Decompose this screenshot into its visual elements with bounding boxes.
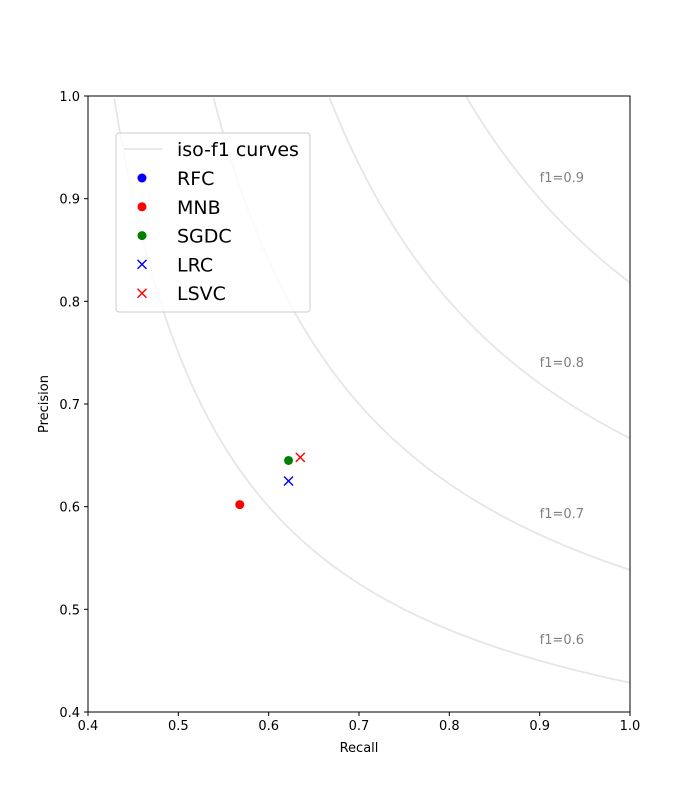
legend-box: [115, 132, 311, 313]
legend-label-iso-f1: iso-f1 curves: [177, 139, 299, 161]
y-tick-label: 0.7: [59, 398, 80, 413]
iso-f1-label: f1=0.9: [540, 171, 584, 186]
iso-f1-curve: [328, 96, 630, 440]
legend-label-lsvc: LSVC: [177, 283, 226, 305]
marker-stroke: [137, 259, 147, 270]
y-tick-label: 0.4: [59, 706, 80, 721]
legend-label-mnb: MNB: [177, 197, 221, 219]
legend-marker-mnb: [137, 202, 147, 212]
x-tick-label: 0.7: [349, 719, 370, 734]
legend-marker-lrc: [137, 259, 147, 270]
x-axis-label: Recall: [340, 741, 379, 756]
legend-label-sgdc: SGDC: [177, 226, 232, 248]
data-points: [235, 452, 306, 510]
marker-stroke: [295, 452, 306, 463]
x-tick-label: 1.0: [620, 719, 641, 734]
x-tick-label: 0.9: [529, 719, 550, 734]
legend: iso-f1 curves RFC MNB SGDC LRC LSVC: [115, 132, 311, 313]
point-lrc: [283, 476, 294, 486]
iso-f1-labels: f1=0.6 f1=0.7 f1=0.8 f1=0.9: [540, 171, 584, 648]
y-tick-label: 0.5: [59, 603, 80, 618]
y-tick-label: 0.6: [59, 501, 80, 516]
legend-marker-lsvc: [137, 288, 147, 299]
point-lsvc: [295, 452, 306, 463]
point-sgdc: [284, 455, 294, 465]
legend-marker-sgdc: [137, 231, 147, 241]
y-tick-label: 0.9: [59, 193, 80, 208]
legend-label-lrc: LRC: [177, 254, 213, 276]
y-tick-label: 1.0: [59, 90, 80, 105]
iso-f1-label: f1=0.8: [540, 356, 584, 371]
legend-label-rfc: RFC: [177, 168, 214, 190]
iso-f1-label: f1=0.7: [540, 507, 584, 522]
point-mnb: [235, 500, 245, 510]
marker-stroke: [283, 476, 294, 486]
y-axis: 0.4 0.5 0.6 0.7 0.8 0.9 1.0: [59, 90, 88, 721]
marker-stroke: [137, 288, 147, 299]
y-axis-label: Precision: [37, 375, 52, 433]
y-tick-label: 0.8: [59, 295, 80, 310]
iso-f1-curve: [113, 98, 630, 684]
iso-f1-label: f1=0.6: [540, 633, 584, 648]
x-tick-label: 0.8: [439, 719, 460, 734]
x-axis: 0.4 0.5 0.6 0.7 0.8 0.9 1.0: [78, 712, 641, 734]
x-tick-label: 0.6: [258, 719, 279, 734]
x-tick-label: 0.4: [78, 719, 99, 734]
iso-f1-curve: [465, 96, 630, 284]
x-tick-label: 0.5: [168, 719, 189, 734]
legend-marker-rfc: [137, 173, 147, 183]
